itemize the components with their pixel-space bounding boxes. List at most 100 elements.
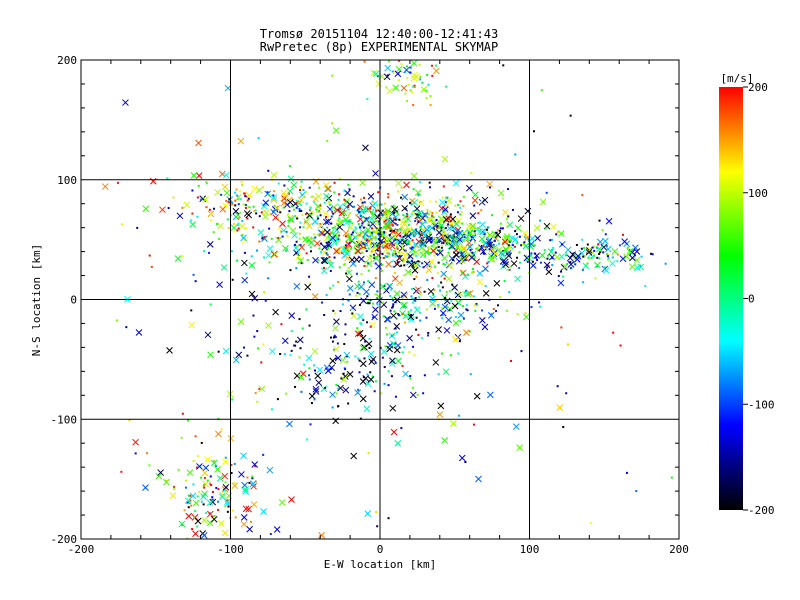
data-point (539, 305, 542, 308)
data-point (392, 254, 395, 257)
data-point (356, 327, 359, 330)
data-point (369, 254, 372, 257)
data-point (417, 216, 420, 219)
data-point (486, 231, 494, 239)
data-point (338, 266, 341, 269)
data-point (394, 222, 397, 225)
data-point (335, 392, 338, 395)
data-point (416, 213, 419, 216)
data-point (370, 234, 377, 242)
data-point (311, 218, 319, 226)
data-point (422, 266, 425, 269)
data-point (287, 192, 290, 195)
data-point (271, 250, 279, 258)
data-point (436, 411, 444, 418)
data-point (534, 234, 541, 242)
data-point (233, 482, 236, 485)
data-point (220, 264, 228, 271)
data-point (476, 228, 479, 231)
data-point (309, 282, 312, 285)
data-point (302, 236, 310, 243)
data-point (323, 192, 330, 200)
data-point (362, 247, 365, 250)
x-axis-ticks: -200 -100 0 100 200 (68, 60, 689, 556)
data-point (231, 201, 234, 204)
data-point (466, 184, 473, 192)
data-point (484, 268, 487, 271)
data-point (393, 217, 396, 220)
data-point (408, 312, 411, 315)
data-point (236, 224, 239, 227)
data-point (435, 64, 438, 67)
data-point (465, 304, 468, 307)
data-point (308, 378, 311, 381)
data-point (235, 351, 243, 359)
data-point (366, 295, 369, 298)
data-point (446, 305, 454, 313)
data-point (406, 99, 409, 102)
data-point (400, 257, 403, 260)
data-point (367, 224, 370, 227)
data-point (423, 374, 426, 377)
data-point (354, 247, 362, 255)
data-point (412, 210, 415, 213)
data-point (593, 254, 596, 257)
data-point (332, 212, 335, 215)
data-point (650, 252, 653, 255)
y-axis-label: N-S location [km] (30, 244, 43, 357)
data-point (486, 226, 489, 229)
data-point (516, 256, 519, 259)
data-point (241, 184, 244, 187)
data-point (231, 398, 234, 401)
data-point (569, 114, 572, 117)
data-point (437, 261, 440, 264)
data-point (319, 204, 322, 207)
data-point (475, 247, 478, 250)
data-point (374, 219, 377, 222)
data-point (420, 337, 423, 340)
data-point (166, 347, 173, 354)
data-point (322, 256, 325, 259)
data-point (385, 235, 393, 243)
data-point (465, 239, 473, 247)
data-point (203, 486, 206, 489)
data-point (419, 319, 422, 322)
data-point (435, 299, 438, 302)
data-point (598, 257, 601, 260)
data-point (393, 260, 401, 268)
data-point (322, 230, 325, 233)
data-point (619, 255, 627, 263)
data-point (187, 494, 190, 497)
data-point (376, 219, 379, 222)
data-point (634, 264, 641, 272)
data-point (468, 330, 471, 333)
data-point (363, 265, 366, 268)
data-point (407, 310, 410, 313)
data-point (217, 520, 225, 527)
data-point (315, 208, 318, 211)
data-point (200, 500, 203, 503)
data-point (181, 206, 184, 209)
data-point (582, 281, 585, 284)
data-point (536, 258, 539, 261)
data-point (443, 231, 446, 234)
colorbar-tick-label: -100 (748, 398, 775, 411)
data-point (539, 198, 547, 206)
data-point (414, 232, 417, 235)
data-point (404, 268, 412, 276)
data-point (376, 303, 379, 306)
data-point (237, 318, 245, 326)
data-point (415, 328, 418, 331)
data-point (309, 250, 312, 253)
data-point (177, 468, 180, 471)
data-point (321, 257, 329, 265)
data-point (474, 309, 477, 312)
data-point (200, 198, 203, 201)
data-point (368, 337, 371, 340)
data-point (380, 217, 383, 220)
data-point (462, 273, 469, 280)
data-point (374, 380, 377, 383)
data-point (377, 232, 380, 235)
data-point (406, 215, 409, 218)
data-point (439, 238, 442, 241)
